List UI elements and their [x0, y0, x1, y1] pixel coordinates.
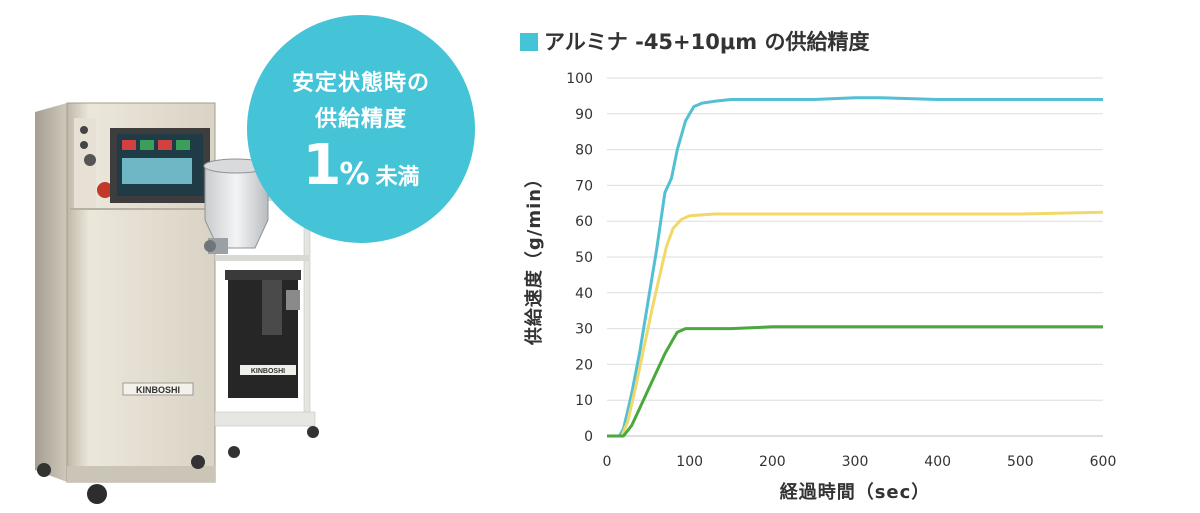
y-tick-label: 10	[575, 393, 593, 409]
chart-series	[607, 96, 1104, 438]
x-tick-label: 100	[676, 454, 703, 470]
y-tick-label: 80	[575, 143, 593, 159]
x-tick-label: 0	[603, 454, 612, 470]
x-tick-label: 500	[1007, 454, 1034, 470]
y-axis-ticks: 0 10 20 30 40 50 60 70 80 90 100	[566, 71, 593, 445]
badge-line1: 安定状態時の	[291, 71, 430, 96]
badge-value-line: 1% 未満	[247, 133, 475, 198]
chart-title-marker	[520, 33, 538, 51]
x-axis-label: 経過時間（sec）	[780, 481, 931, 503]
y-tick-label: 100	[566, 71, 593, 87]
x-tick-label: 200	[759, 454, 786, 470]
y-tick-label: 90	[575, 107, 593, 123]
y-tick-label: 20	[575, 357, 593, 373]
y-tick-label: 70	[575, 178, 593, 194]
badge-line2: 供給精度	[314, 107, 407, 132]
chart-title: アルミナ -45+10μm の供給精度	[520, 26, 870, 56]
series-line-2	[607, 210, 1104, 438]
brand-label-main: KINBOSHI	[136, 385, 180, 395]
x-tick-label: 600	[1090, 454, 1117, 470]
y-tick-label: 50	[575, 250, 593, 266]
chart-title-text: アルミナ -45+10μm の供給精度	[544, 30, 870, 54]
series-line-3	[607, 325, 1103, 438]
feeder-machine-image: KINBOSHI KINBOSHI	[35, 102, 319, 504]
y-tick-label: 60	[575, 214, 593, 230]
x-tick-label: 400	[924, 454, 951, 470]
badge-value: 1	[302, 133, 341, 198]
series-line-1	[607, 96, 1103, 438]
x-tick-label: 300	[842, 454, 869, 470]
badge-unit: %	[339, 157, 370, 192]
accuracy-badge: 安定状態時の 供給精度 1% 未満	[247, 15, 475, 243]
y-tick-label: 40	[575, 286, 593, 302]
y-axis-label: 供給速度（g/min）	[523, 169, 545, 346]
y-tick-label: 0	[584, 429, 593, 445]
y-tick-label: 30	[575, 322, 593, 338]
badge-suffix: 未満	[375, 165, 420, 190]
x-axis-ticks: 0 100 200 300 400 500 600	[603, 454, 1117, 470]
brand-label-hopper: KINBOSHI	[251, 368, 285, 375]
